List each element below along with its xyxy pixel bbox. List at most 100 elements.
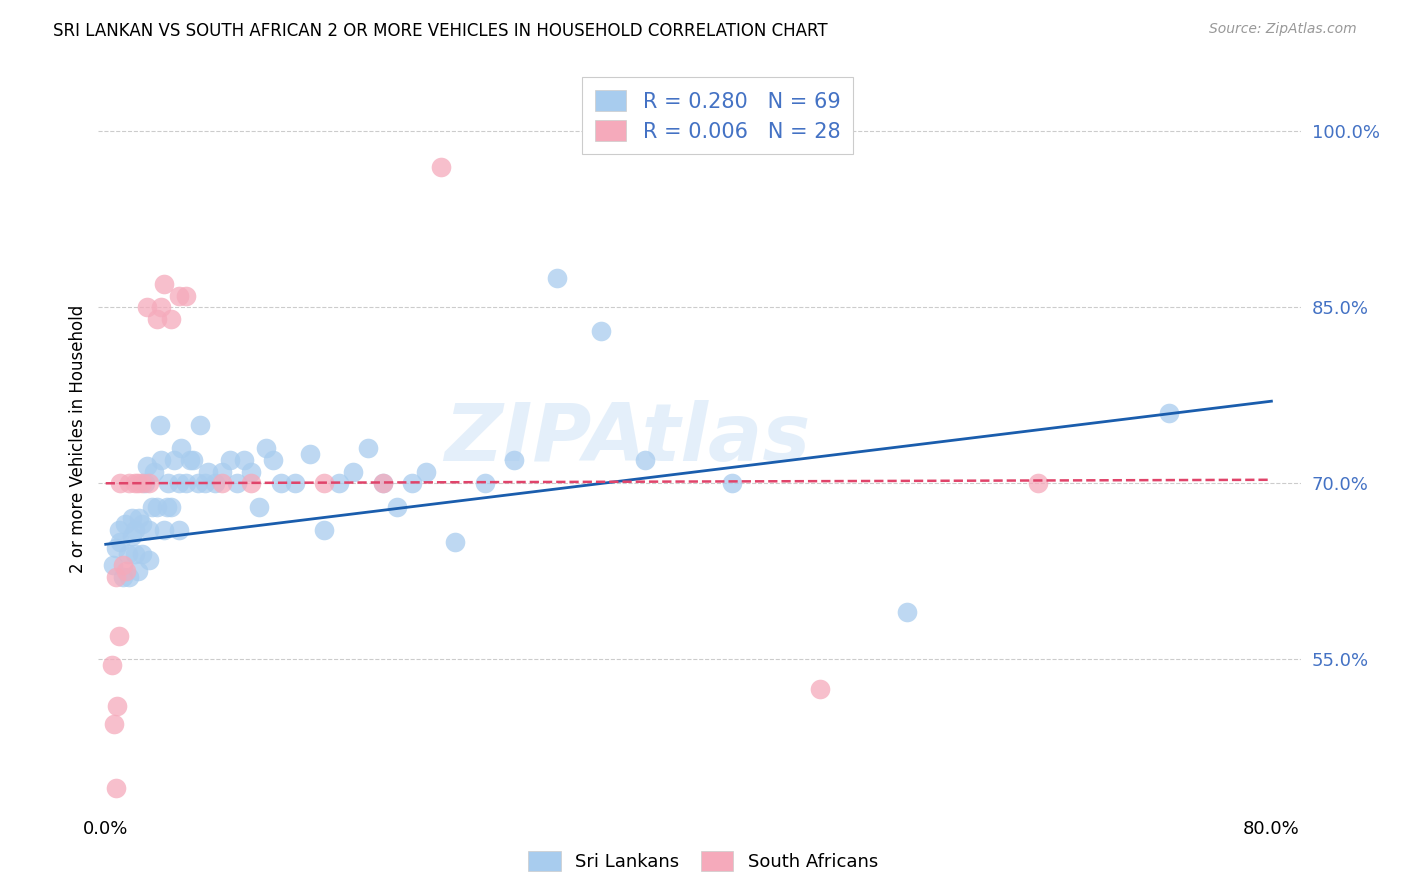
Legend: R = 0.280   N = 69, R = 0.006   N = 28: R = 0.280 N = 69, R = 0.006 N = 28 bbox=[582, 78, 853, 154]
Point bbox=[103, 716, 125, 731]
Point bbox=[415, 465, 437, 479]
Point bbox=[127, 564, 149, 578]
Point bbox=[157, 476, 180, 491]
Point bbox=[170, 441, 193, 455]
Point bbox=[153, 523, 176, 537]
Point bbox=[101, 558, 124, 573]
Point bbox=[896, 605, 918, 619]
Text: SRI LANKAN VS SOUTH AFRICAN 2 OR MORE VEHICLES IN HOUSEHOLD CORRELATION CHART: SRI LANKAN VS SOUTH AFRICAN 2 OR MORE VE… bbox=[53, 22, 828, 40]
Point bbox=[110, 476, 132, 491]
Point bbox=[121, 511, 143, 525]
Point bbox=[160, 500, 183, 514]
Point bbox=[131, 476, 153, 491]
Point bbox=[145, 500, 167, 514]
Point bbox=[131, 517, 153, 532]
Point bbox=[314, 476, 336, 491]
Point bbox=[240, 465, 263, 479]
Point bbox=[141, 500, 163, 514]
Point bbox=[142, 465, 165, 479]
Point bbox=[135, 458, 157, 473]
Point bbox=[167, 476, 190, 491]
Point bbox=[104, 541, 127, 555]
Point bbox=[160, 312, 183, 326]
Point bbox=[474, 476, 496, 491]
Point bbox=[108, 629, 131, 643]
Point bbox=[401, 476, 423, 491]
Point bbox=[153, 277, 176, 291]
Text: ZIPAtlas: ZIPAtlas bbox=[444, 401, 810, 478]
Point bbox=[240, 476, 263, 491]
Point bbox=[117, 547, 139, 561]
Point bbox=[104, 781, 127, 796]
Point bbox=[225, 476, 247, 491]
Point bbox=[430, 160, 453, 174]
Point bbox=[135, 301, 157, 315]
Point bbox=[127, 476, 149, 491]
Point bbox=[134, 476, 156, 491]
Point bbox=[118, 476, 141, 491]
Point bbox=[167, 523, 190, 537]
Point bbox=[100, 658, 122, 673]
Point bbox=[298, 447, 321, 461]
Point bbox=[149, 417, 172, 432]
Point bbox=[128, 511, 150, 525]
Point bbox=[124, 547, 146, 561]
Point bbox=[121, 529, 143, 543]
Point bbox=[444, 535, 467, 549]
Point bbox=[114, 517, 136, 532]
Point bbox=[163, 453, 186, 467]
Point bbox=[105, 699, 128, 714]
Point bbox=[270, 476, 292, 491]
Point bbox=[124, 476, 146, 491]
Point bbox=[546, 271, 568, 285]
Point bbox=[108, 523, 131, 537]
Point bbox=[131, 547, 153, 561]
Point bbox=[233, 453, 256, 467]
Point bbox=[145, 312, 167, 326]
Point bbox=[371, 476, 394, 491]
Point bbox=[181, 453, 204, 467]
Point bbox=[112, 570, 135, 584]
Point bbox=[721, 476, 744, 491]
Y-axis label: 2 or more Vehicles in Household: 2 or more Vehicles in Household bbox=[69, 305, 87, 574]
Point bbox=[1159, 406, 1181, 420]
Point bbox=[174, 476, 197, 491]
Point bbox=[284, 476, 307, 491]
Point bbox=[150, 453, 173, 467]
Point bbox=[150, 301, 173, 315]
Point bbox=[115, 564, 138, 578]
Point bbox=[247, 500, 270, 514]
Point bbox=[110, 535, 132, 549]
Point bbox=[262, 453, 284, 467]
Point bbox=[197, 465, 219, 479]
Point bbox=[218, 453, 240, 467]
Point bbox=[190, 417, 212, 432]
Text: Source: ZipAtlas.com: Source: ZipAtlas.com bbox=[1209, 22, 1357, 37]
Point bbox=[211, 465, 233, 479]
Point bbox=[314, 523, 336, 537]
Point bbox=[591, 324, 613, 338]
Point bbox=[104, 570, 127, 584]
Point bbox=[371, 476, 394, 491]
Point bbox=[112, 558, 135, 573]
Point bbox=[124, 523, 146, 537]
Point bbox=[118, 570, 141, 584]
Point bbox=[328, 476, 350, 491]
Legend: Sri Lankans, South Africans: Sri Lankans, South Africans bbox=[520, 844, 886, 879]
Point bbox=[808, 681, 831, 696]
Point bbox=[156, 500, 179, 514]
Point bbox=[138, 552, 160, 566]
Point bbox=[138, 476, 160, 491]
Point bbox=[167, 288, 190, 302]
Point bbox=[204, 476, 226, 491]
Point bbox=[186, 476, 208, 491]
Point bbox=[179, 453, 201, 467]
Point bbox=[138, 523, 160, 537]
Point bbox=[254, 441, 277, 455]
Point bbox=[634, 453, 657, 467]
Point bbox=[174, 288, 197, 302]
Point bbox=[342, 465, 364, 479]
Point bbox=[385, 500, 408, 514]
Point bbox=[357, 441, 380, 455]
Point bbox=[211, 476, 233, 491]
